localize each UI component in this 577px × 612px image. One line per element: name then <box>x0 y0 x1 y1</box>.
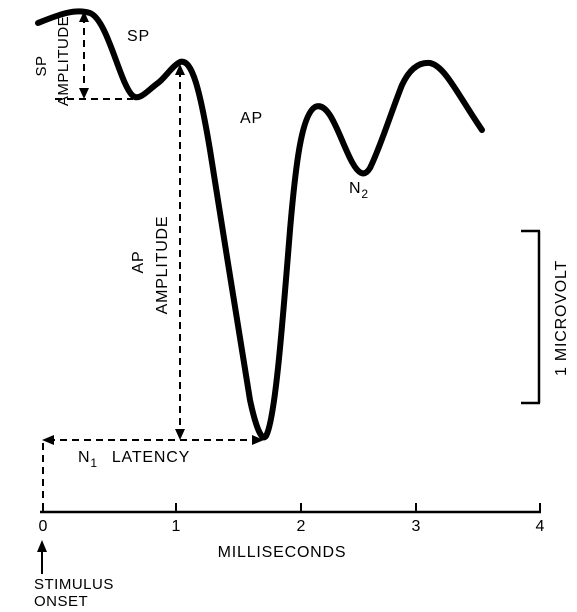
sp-amplitude-marker <box>55 11 133 100</box>
sp-amplitude-label-line2: AMPLITUDE <box>55 16 72 106</box>
x-tick-4: 4 <box>536 518 545 535</box>
n2-label: N2 <box>349 180 369 201</box>
x-axis <box>40 503 541 514</box>
sp-amplitude-label-line1: SP <box>33 55 50 76</box>
sp-label: SP <box>127 28 150 45</box>
x-tick-0: 0 <box>39 518 48 535</box>
ap-amplitude-label-line2: AMPLITUDE <box>154 216 171 315</box>
stimulus-onset-arrow <box>37 540 47 574</box>
scale-bar-label: 1 MICROVOLT <box>553 260 570 376</box>
ap-amplitude-label-line1: AP <box>130 251 147 274</box>
scale-bar <box>521 229 541 405</box>
n2-letter: N <box>349 180 361 197</box>
latency-word: LATENCY <box>112 449 190 466</box>
waveform-trace <box>35 8 485 441</box>
x-axis-label: MILLISECONDS <box>218 544 347 561</box>
ap-label: AP <box>240 110 263 127</box>
x-tick-1: 1 <box>172 518 181 535</box>
n1-letter: N <box>78 449 90 466</box>
stimulus-label-line2: ONSET <box>34 593 88 610</box>
x-tick-3: 3 <box>412 518 421 535</box>
n1-latency-label: N1 LATENCY <box>78 449 190 470</box>
n2-subscript: 2 <box>361 187 368 201</box>
n1-subscript: 1 <box>90 456 97 470</box>
stimulus-label-line1: STIMULUS <box>34 576 114 593</box>
ap-amplitude-marker <box>175 64 185 440</box>
x-tick-2: 2 <box>297 518 306 535</box>
n1-latency-marker <box>42 435 264 508</box>
